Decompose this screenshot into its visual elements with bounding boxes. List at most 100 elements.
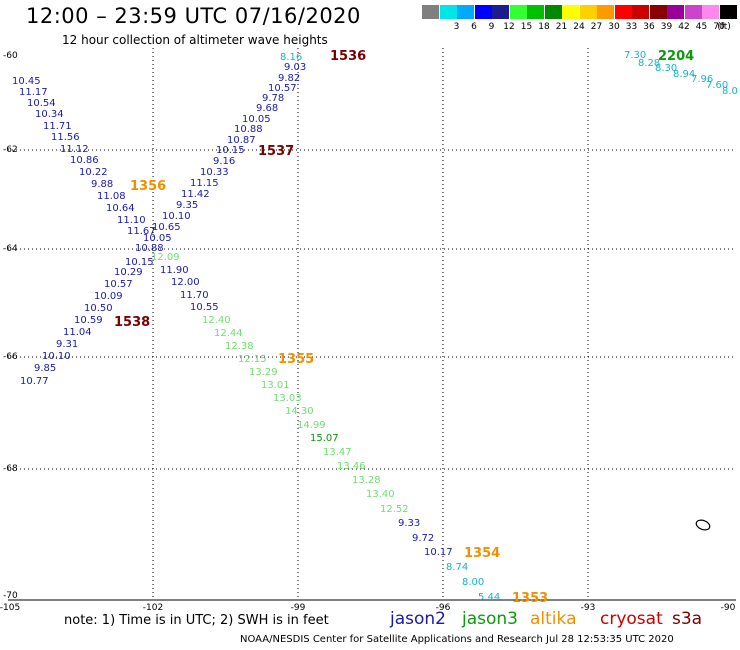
wave-height-value: 12.38 xyxy=(225,341,254,352)
lon-label: -93 xyxy=(580,603,596,613)
legend-swatch xyxy=(719,5,737,19)
legend-swatch xyxy=(632,5,649,19)
wave-height-value: 13.47 xyxy=(323,447,352,458)
wave-height-value: 9.68 xyxy=(256,103,279,114)
wave-height-value: 10.15 xyxy=(125,257,154,268)
legend-swatch xyxy=(597,5,614,19)
legend-swatch xyxy=(649,5,667,19)
wave-height-value: 13.29 xyxy=(249,367,278,378)
pass-time-label: 1536 xyxy=(330,49,367,64)
wave-height-value: 8.16 xyxy=(280,52,303,63)
wave-height-value: 9.31 xyxy=(56,339,79,350)
lat-label: -66 xyxy=(3,352,18,362)
wave-height-value: 9.33 xyxy=(398,518,421,529)
wave-height-value: 11.42 xyxy=(181,189,210,200)
legend-swatch xyxy=(667,5,684,19)
wave-height-value: 10.50 xyxy=(84,303,113,314)
wave-height-value: 10.59 xyxy=(74,315,103,326)
legend-swatch xyxy=(684,5,702,19)
legend-label: 18 xyxy=(538,22,550,32)
wave-height-value: 13.40 xyxy=(366,489,395,500)
legend-swatch xyxy=(457,5,474,19)
legend-swatch xyxy=(702,5,719,19)
pass-time-label: 1356 xyxy=(130,179,167,194)
wave-height-value: 12.09 xyxy=(151,252,180,263)
wave-height-value: 8.0 xyxy=(722,86,738,97)
wave-height-value: 9.82 xyxy=(278,73,301,84)
wave-height-value: 11.70 xyxy=(180,290,209,301)
wave-height-value: 11.17 xyxy=(19,87,48,98)
wave-height-value: 8.74 xyxy=(446,562,469,573)
wave-height-value: 9.78 xyxy=(262,93,285,104)
lon-label: -96 xyxy=(435,603,451,613)
wave-height-value: 12.15 xyxy=(238,354,267,365)
wave-height-value: 11.71 xyxy=(43,121,72,132)
lat-label: -64 xyxy=(3,244,18,254)
wave-height-value: 9.88 xyxy=(91,179,114,190)
satellite-s3a: s3a xyxy=(672,609,703,629)
lat-label: -62 xyxy=(3,145,18,155)
wave-height-value: 8.00 xyxy=(462,577,485,588)
wave-height-value: 7.60 xyxy=(706,80,729,91)
legend-swatch xyxy=(474,5,492,19)
wave-height-value: 10.65 xyxy=(152,222,181,233)
wave-height-value: 10.17 xyxy=(424,547,453,558)
wave-height-value: 10.88 xyxy=(135,243,164,254)
legend-label: 27 xyxy=(590,22,603,32)
wave-height-value: 10.33 xyxy=(200,167,229,178)
wave-height-value: 11.12 xyxy=(60,144,89,155)
wave-height-value: 10.10 xyxy=(42,351,71,362)
pass-time-label: 1353 xyxy=(512,591,549,606)
wave-height-value: 10.15 xyxy=(216,145,245,156)
wave-height-value: 10.34 xyxy=(35,109,64,120)
legend-swatch xyxy=(439,5,457,19)
legend-label: 6 xyxy=(471,22,477,32)
legend-label: 70 xyxy=(713,22,725,32)
wave-height-value: 10.05 xyxy=(143,233,172,244)
legend-unit: (ft) xyxy=(717,22,731,32)
wave-height-value: 10.09 xyxy=(94,291,123,302)
island-outline xyxy=(695,519,711,531)
lat-label: -68 xyxy=(3,464,18,474)
legend-swatch xyxy=(579,5,597,19)
wave-height-value: 12.52 xyxy=(380,504,409,515)
satellite-jason3: jason3 xyxy=(462,609,518,629)
wave-height-value: 10.54 xyxy=(27,98,56,109)
legend-swatch xyxy=(492,5,509,19)
wave-height-value: 10.86 xyxy=(70,155,99,166)
legend-label: 30 xyxy=(608,22,620,32)
legend-label: 36 xyxy=(643,22,655,32)
wave-height-value: 8.30 xyxy=(655,63,678,74)
page-subtitle: 12 hour collection of altimeter wave hei… xyxy=(62,33,328,47)
wave-height-value: 10.57 xyxy=(268,83,297,94)
wave-height-value: 11.10 xyxy=(117,215,146,226)
legend-label: 3 xyxy=(453,22,460,32)
legend-swatch xyxy=(527,5,544,19)
wave-height-value: 11.90 xyxy=(160,265,189,276)
legend-label: 42 xyxy=(678,22,690,32)
legend-swatch xyxy=(562,5,579,19)
wave-height-value: 13.28 xyxy=(352,475,381,486)
legend-label: 21 xyxy=(555,22,568,32)
wave-height-value: 11.56 xyxy=(51,132,80,143)
legend-label: 12 xyxy=(503,22,515,32)
wave-height-value: 10.05 xyxy=(242,114,271,125)
lon-label: -105 xyxy=(0,603,21,613)
page-title: 12:00 – 23:59 UTC 07/16/2020 xyxy=(26,4,361,28)
wave-height-value: 9.72 xyxy=(412,533,435,544)
legend-swatch xyxy=(544,5,562,19)
wave-height-value: 10.88 xyxy=(234,124,263,135)
legend-swatch xyxy=(422,5,439,19)
wave-height-value: 10.10 xyxy=(162,211,191,222)
wave-height-value: 11.15 xyxy=(190,178,219,189)
wave-height-value: 15.07 xyxy=(310,433,339,444)
wave-height-value: 11.08 xyxy=(97,191,126,202)
note-text: note: 1) Time is in UTC; 2) SWH is in fe… xyxy=(64,613,329,628)
legend-label: 9 xyxy=(488,22,495,32)
legend-swatch xyxy=(614,5,632,19)
legend-label: 15 xyxy=(520,22,533,32)
wave-height-value: 10.45 xyxy=(12,76,41,87)
footer-credit: NOAA/NESDIS Center for Satellite Applica… xyxy=(240,634,674,645)
lat-label: -70 xyxy=(3,591,18,601)
